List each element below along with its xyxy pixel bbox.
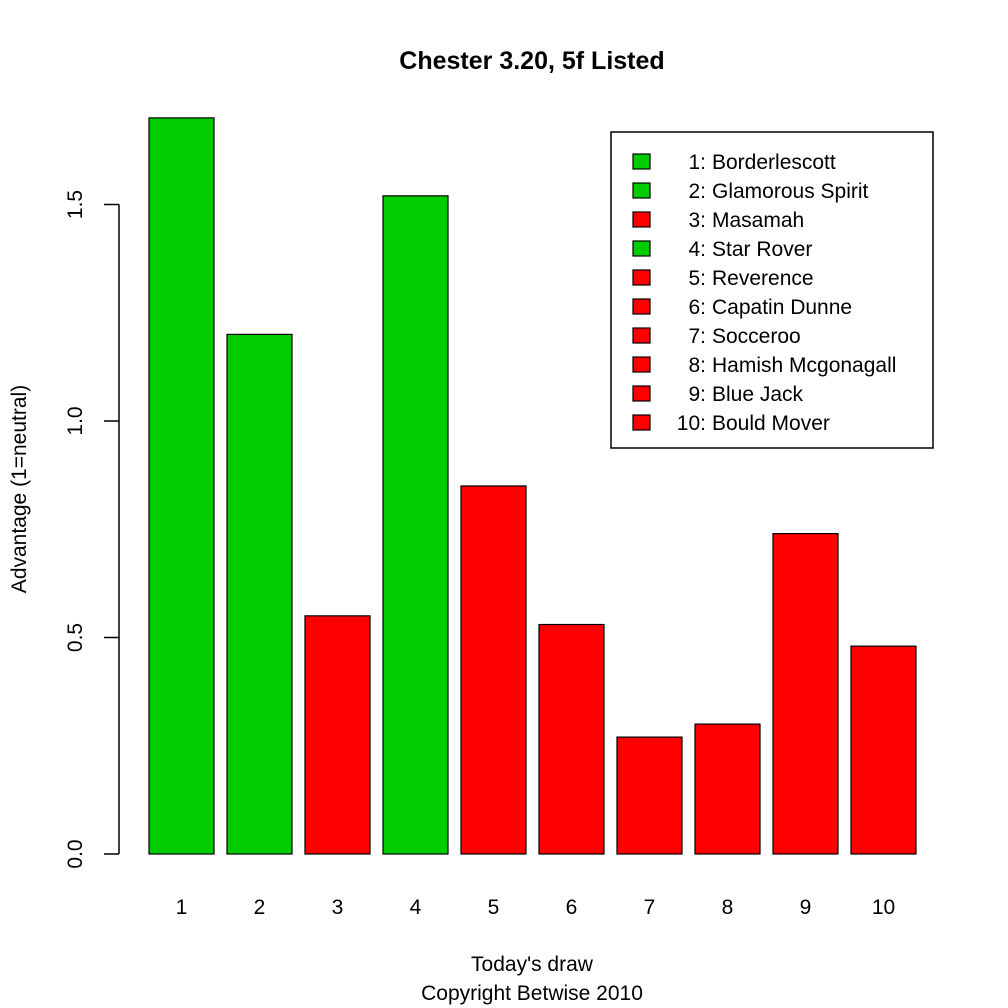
- bars: [148, 117, 917, 855]
- legend-swatch: [632, 182, 651, 199]
- legend-label: 7: Socceroo: [688, 325, 800, 348]
- x-tick-label: 4: [410, 896, 422, 919]
- x-tick-label: 5: [488, 896, 500, 919]
- bar-draw-7: [616, 736, 683, 855]
- bar-draw-3: [304, 615, 371, 855]
- legend-swatch: [632, 385, 651, 402]
- y-tick-label: 1.5: [64, 190, 87, 219]
- legend-label: 8: Hamish Mcgonagall: [688, 354, 896, 377]
- legend-swatch: [632, 211, 651, 228]
- bar-draw-5: [460, 485, 527, 855]
- legend-box: [610, 131, 934, 449]
- legend-label: 10: Bould Mover: [677, 412, 830, 435]
- legend-label: 1: Borderlescott: [688, 151, 835, 174]
- x-tick-label: 1: [176, 896, 188, 919]
- legend-label: 6: Capatin Dunne: [688, 296, 852, 319]
- legend-label: 2: Glamorous Spirit: [688, 180, 868, 203]
- copyright-caption: Copyright Betwise 2010: [421, 982, 643, 1005]
- x-tick-label: 3: [332, 896, 344, 919]
- bar-draw-9: [772, 532, 839, 855]
- bar-draw-10: [850, 645, 917, 855]
- bar-draw-2: [226, 333, 293, 855]
- x-tick-label: 8: [722, 896, 734, 919]
- legend: 1: Borderlescott 2: Glamorous Spirit 3: Masam…: [610, 131, 934, 449]
- x-tick-label: 10: [872, 896, 895, 919]
- legend-swatch: [632, 153, 651, 170]
- x-axis-tick-labels: 1 2 3 4 5 6 7 8 9 10: [176, 896, 896, 919]
- x-tick-label: 6: [566, 896, 578, 919]
- legend-label: 5: Reverence: [688, 267, 813, 290]
- bar-draw-8: [694, 723, 761, 855]
- y-tick-label: 0.5: [64, 623, 87, 652]
- x-tick-label: 2: [254, 896, 266, 919]
- legend-swatch: [632, 327, 651, 344]
- x-tick-label: 7: [644, 896, 656, 919]
- legend-swatch: [632, 356, 651, 373]
- legend-swatch: [632, 298, 651, 315]
- legend-swatch: [632, 269, 651, 286]
- legend-label: 3: Masamah: [688, 209, 804, 232]
- legend-label: 4: Star Rover: [688, 238, 812, 261]
- x-axis-label: Today's draw: [471, 953, 594, 976]
- y-axis-label: Advantage (1=neutral): [8, 385, 31, 593]
- chart-title: Chester 3.20, 5f Listed: [399, 47, 664, 75]
- y-axis: 0.0 0.5 1.0 1.5: [64, 190, 120, 869]
- y-tick-label: 0.0: [64, 839, 87, 868]
- legend-label: 9: Blue Jack: [688, 383, 803, 406]
- x-tick-label: 9: [800, 896, 812, 919]
- bar-draw-6: [538, 623, 605, 855]
- bar-draw-4: [382, 195, 449, 855]
- legend-swatch: [632, 240, 651, 257]
- bar-draw-1: [148, 117, 215, 855]
- legend-swatch: [632, 414, 651, 431]
- y-tick-label: 1.0: [64, 406, 87, 435]
